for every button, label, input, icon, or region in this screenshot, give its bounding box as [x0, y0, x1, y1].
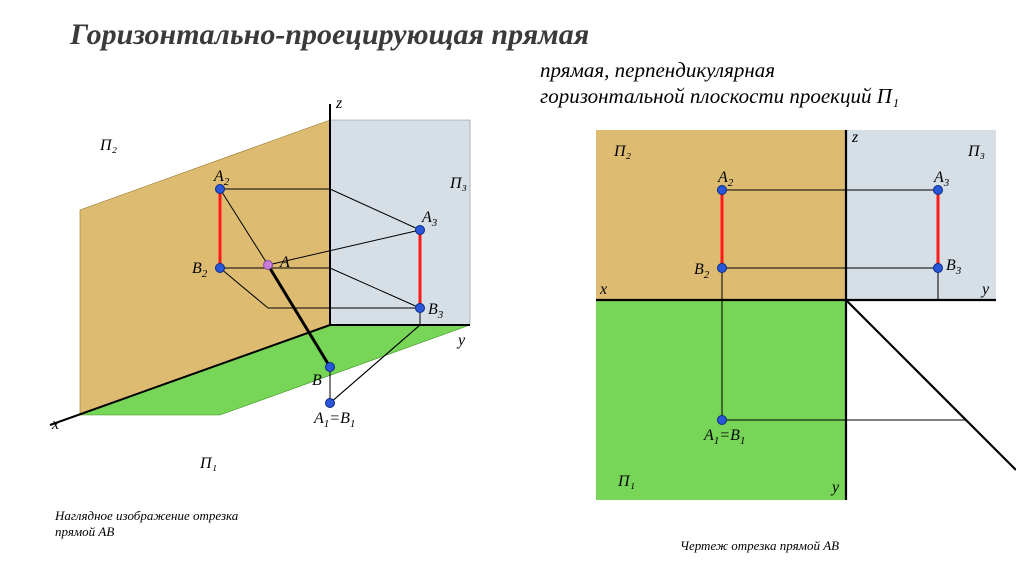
svg-text:z: z [335, 95, 343, 112]
svg-text:A: A [279, 254, 290, 271]
svg-text:П₃: П₃ [967, 143, 985, 160]
caption-right: Чертеж отрезка прямой АВ [680, 538, 839, 554]
svg-text:П₁: П₁ [199, 455, 217, 472]
svg-text:z: z [851, 129, 859, 146]
svg-text:x: x [599, 281, 607, 298]
svg-text:y: y [830, 479, 840, 496]
page-title: Горизонтально-проецирующая прямая [70, 18, 589, 52]
svg-text:y: y [456, 332, 466, 349]
subtitle-line1: прямая, перпендикулярная [540, 58, 775, 83]
svg-text:A1=B1: A1=B1 [313, 410, 355, 430]
svg-text:П₃: П₃ [449, 175, 467, 192]
svg-text:П₁: П₁ [617, 473, 635, 490]
svg-text:y: y [980, 281, 990, 298]
svg-text:B: B [312, 372, 322, 389]
svg-text:x: x [51, 416, 59, 433]
caption-left-2: прямой АВ [55, 524, 114, 540]
left-3d-diagram: A2B2A3B3ABA1=B1zyxП₂П₃П₁ [20, 80, 550, 500]
svg-text:П₂: П₂ [613, 143, 632, 160]
right-epure-diagram: A2B2A3B3A1=B1zxyyП₂П₃П₁ [576, 120, 1016, 530]
svg-text:П₂: П₂ [99, 137, 118, 154]
caption-left-1: Наглядное изображение отрезка [55, 508, 238, 524]
subtitle-line2: горизонтальной плоскости проекций П₁ [540, 84, 899, 109]
